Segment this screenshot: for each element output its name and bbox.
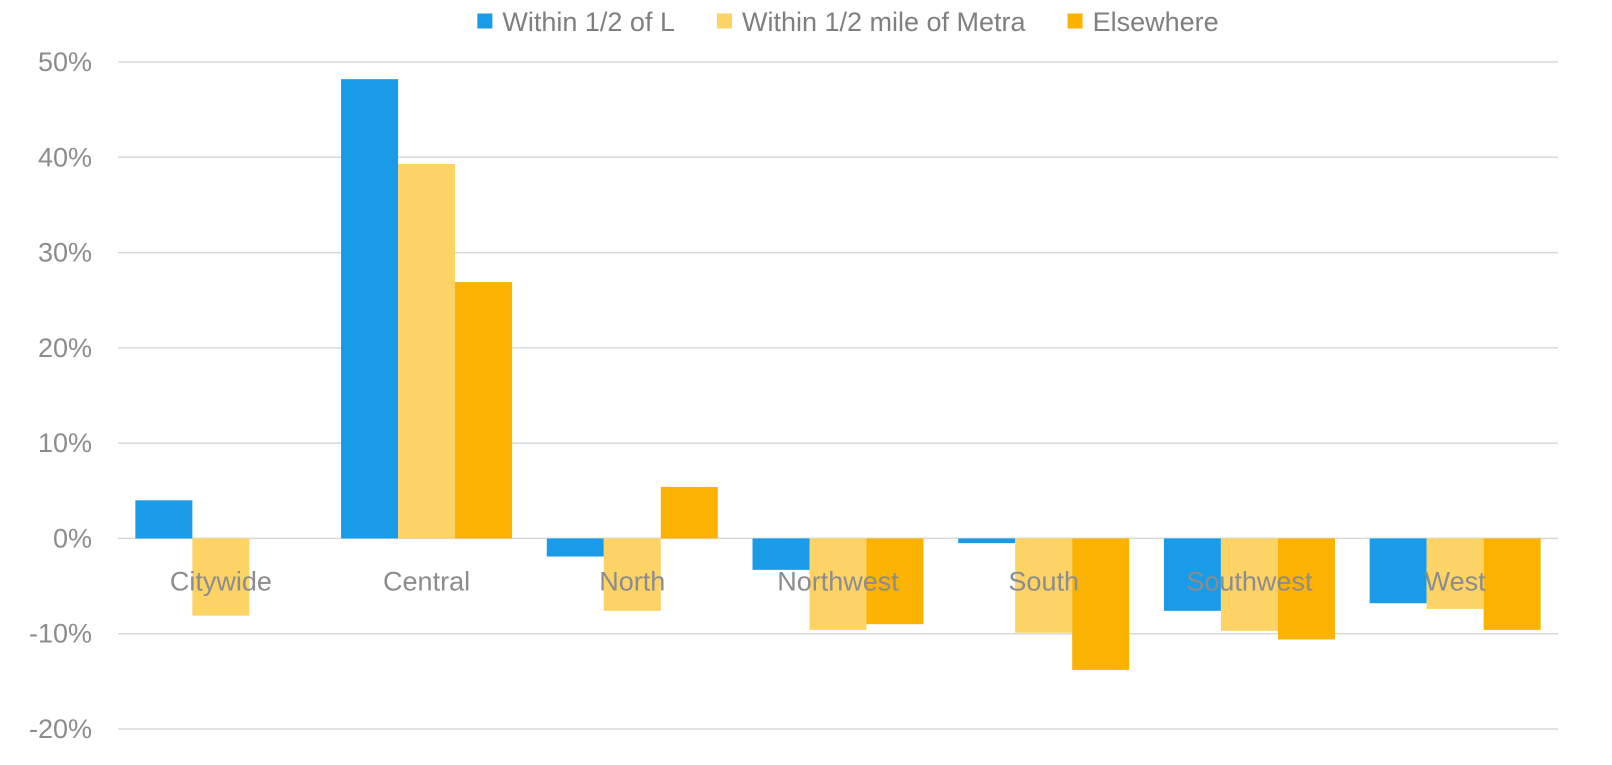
- legend-swatch: [716, 13, 732, 29]
- legend-label: Within 1/2 of L: [502, 7, 675, 37]
- bar: [398, 163, 456, 539]
- y-tick-label: 0%: [53, 523, 92, 553]
- bar: [752, 538, 810, 570]
- x-category-label: Northwest: [777, 566, 899, 596]
- x-category-label: North: [599, 566, 665, 596]
- y-tick-label: -20%: [29, 714, 92, 744]
- bar: [1369, 538, 1427, 604]
- bar: [135, 500, 193, 539]
- bar: [546, 538, 604, 557]
- bar: [455, 282, 513, 539]
- category-labels: Citywide Central North Northwest South Southw…: [170, 566, 1486, 596]
- x-category-label: Central: [383, 566, 470, 596]
- x-category-label: Southwest: [1186, 566, 1313, 596]
- y-tick-label: 30%: [38, 238, 92, 268]
- bar: [660, 486, 718, 539]
- y-tick-label: 40%: [38, 142, 92, 172]
- bar: [866, 538, 924, 625]
- legend: Within 1/2 of L Within 1/2 mile of Metra E…: [477, 7, 1219, 37]
- y-tick-label: 10%: [38, 428, 92, 458]
- legend-label: Within 1/2 mile of Metra: [742, 7, 1027, 37]
- y-axis-ticks: 50% 40% 30% 20% 10% 0% -10% -20%: [29, 47, 92, 744]
- bar: [958, 538, 1016, 544]
- bar: [1426, 538, 1484, 609]
- bar: [192, 538, 250, 616]
- bar: [1277, 538, 1335, 640]
- bar: [1072, 538, 1130, 670]
- x-category-label: Citywide: [170, 566, 272, 596]
- bar: [1220, 538, 1278, 631]
- y-tick-label: 50%: [38, 47, 92, 77]
- bar: [1483, 538, 1541, 630]
- bar: [1015, 538, 1073, 633]
- x-category-label: West: [1425, 566, 1487, 596]
- bar: [603, 538, 661, 611]
- y-tick-label: -10%: [29, 619, 92, 649]
- y-tick-label: 20%: [38, 333, 92, 363]
- legend-swatch: [477, 13, 493, 29]
- bars: [135, 79, 1541, 670]
- legend-label: Elsewhere: [1093, 7, 1219, 37]
- bar: [809, 538, 867, 630]
- bar: [341, 79, 399, 539]
- bar: [1163, 538, 1221, 611]
- x-category-label: South: [1008, 566, 1079, 596]
- legend-swatch: [1067, 13, 1083, 29]
